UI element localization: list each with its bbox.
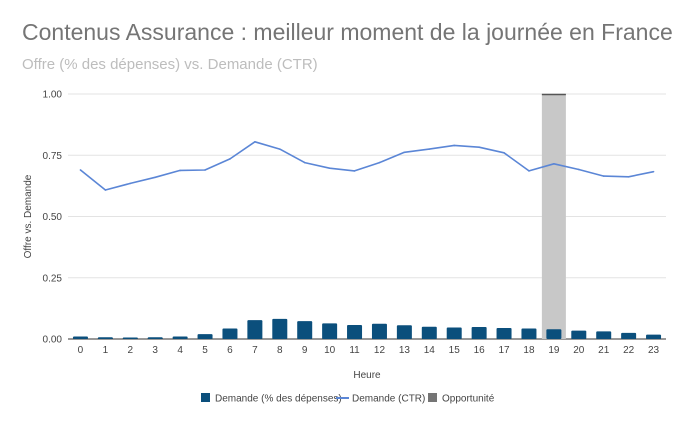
bar-9 xyxy=(297,321,313,339)
x-tick-label: 14 xyxy=(424,345,436,356)
ctr-point-11 xyxy=(353,170,356,172)
ctr-point-10 xyxy=(328,167,331,170)
ctr-point-15 xyxy=(453,144,456,147)
ctr-point-22 xyxy=(627,176,630,178)
legend-swatch xyxy=(428,393,437,402)
x-tick-label: 0 xyxy=(78,345,84,356)
y-tick-label: 0.00 xyxy=(43,335,63,346)
x-tick-label: 23 xyxy=(648,345,660,356)
bar-15 xyxy=(446,327,462,339)
x-tick-label: 10 xyxy=(324,345,336,356)
x-tick-label: 12 xyxy=(374,345,386,356)
bar-19 xyxy=(546,329,562,339)
bar-4 xyxy=(172,336,188,339)
x-tick-label: 4 xyxy=(177,345,183,356)
x-tick-label: 2 xyxy=(128,345,134,356)
ctr-point-20 xyxy=(577,168,580,171)
ctr-point-14 xyxy=(428,148,431,150)
bar-21 xyxy=(596,331,612,339)
ctr-point-12 xyxy=(378,161,381,164)
ctr-point-9 xyxy=(303,161,306,164)
legend-label: Demande (CTR) xyxy=(352,394,425,405)
x-tick-label: 9 xyxy=(302,345,308,356)
x-tick-label: 6 xyxy=(227,345,233,356)
x-tick-label: 11 xyxy=(349,345,360,356)
ctr-point-3 xyxy=(154,176,157,179)
y-axis-title: Offre vs. Demande xyxy=(23,174,34,258)
x-tick-label: 3 xyxy=(152,345,158,356)
y-tick-label: 1.00 xyxy=(43,90,63,101)
bar-16 xyxy=(471,326,487,339)
x-tick-label: 17 xyxy=(498,345,510,356)
x-tick-label: 19 xyxy=(548,345,560,356)
bar-20 xyxy=(571,330,587,339)
bar-18 xyxy=(521,328,537,339)
bar-11 xyxy=(347,325,363,339)
legend-label: Demande (% des dépenses) xyxy=(215,394,342,405)
ctr-point-21 xyxy=(602,175,605,177)
ctr-point-6 xyxy=(229,158,231,160)
bar-22 xyxy=(621,332,637,339)
opportunity-band xyxy=(541,94,566,339)
x-tick-label: 13 xyxy=(399,345,411,356)
ctr-point-4 xyxy=(179,169,181,172)
x-axis-title: Heure xyxy=(353,370,381,381)
bar-7 xyxy=(247,320,263,339)
ctr-point-1 xyxy=(104,189,107,191)
bar-23 xyxy=(646,334,662,339)
ctr-point-18 xyxy=(528,170,530,172)
bar-6 xyxy=(222,328,238,339)
ctr-point-23 xyxy=(652,170,655,173)
ctr-point-7 xyxy=(254,140,256,143)
x-tick-label: 16 xyxy=(474,345,486,356)
ctr-point-0 xyxy=(79,169,82,171)
bar-12 xyxy=(371,323,387,339)
ctr-point-8 xyxy=(278,148,281,150)
bar-10 xyxy=(322,323,338,339)
bar-2 xyxy=(122,337,138,339)
chart-title: Contenus Assurance : meilleur moment de … xyxy=(22,19,673,45)
x-tick-label: 7 xyxy=(252,345,258,356)
bar-0 xyxy=(72,336,88,339)
bar-1 xyxy=(97,337,113,339)
bar-13 xyxy=(396,325,412,339)
ctr-point-17 xyxy=(503,152,505,154)
bar-3 xyxy=(147,337,163,339)
ctr-point-13 xyxy=(403,151,406,154)
y-tick-label: 0.25 xyxy=(43,273,63,284)
x-tick-label: 15 xyxy=(449,345,461,356)
x-tick-label: 22 xyxy=(623,345,635,356)
bar-17 xyxy=(496,327,512,339)
bar-8 xyxy=(272,318,288,339)
bar-5 xyxy=(197,334,213,339)
ctr-point-19 xyxy=(553,163,555,165)
ctr-point-2 xyxy=(129,182,132,185)
ctr-line xyxy=(79,141,654,191)
x-tick-label: 8 xyxy=(277,345,283,356)
x-tick-label: 20 xyxy=(573,345,585,356)
ctr-point-5 xyxy=(204,169,206,171)
bar-14 xyxy=(421,326,437,339)
y-tick-label: 0.50 xyxy=(43,212,63,223)
x-tick-label: 18 xyxy=(523,345,535,356)
ctr-point-16 xyxy=(478,146,480,148)
chart-subtitle: Offre (% des dépenses) vs. Demande (CTR) xyxy=(22,56,318,73)
x-tick-label: 21 xyxy=(598,345,610,356)
legend-swatch xyxy=(201,393,210,402)
y-tick-label: 0.75 xyxy=(43,151,63,162)
legend-label: Opportunité xyxy=(442,394,495,405)
x-tick-label: 5 xyxy=(202,345,208,356)
x-tick-label: 1 xyxy=(103,345,109,356)
